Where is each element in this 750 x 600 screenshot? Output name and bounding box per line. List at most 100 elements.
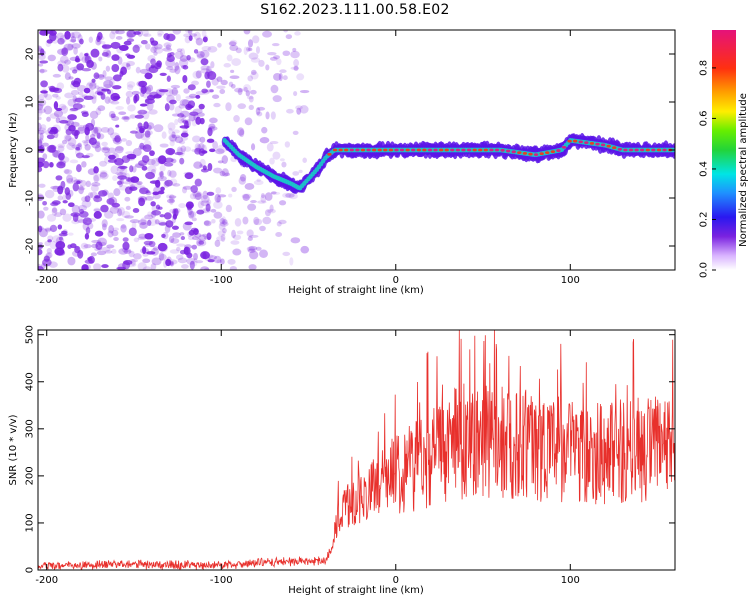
- spectrogram-noise-mark: [244, 183, 255, 190]
- spectrogram-noise-mark: [170, 84, 181, 89]
- spectrogram-noise-mark: [250, 69, 257, 76]
- spectrogram-noise-mark: [101, 146, 111, 154]
- spectrogram-noise-mark: [169, 99, 177, 105]
- spectrogram-noise-mark: [196, 144, 202, 154]
- spectrogram-noise-mark: [218, 223, 226, 231]
- spectrogram-noise-mark: [200, 49, 210, 59]
- spectrogram-noise-mark: [56, 161, 66, 169]
- spectrogram-noise-mark: [78, 187, 86, 191]
- spectrogram-noise-mark: [93, 126, 99, 134]
- spectrogram-noise-mark: [81, 104, 86, 108]
- spectrogram-noise-mark: [195, 37, 203, 46]
- spectrogram-noise-mark: [138, 160, 147, 167]
- spectrogram-noise-mark: [247, 47, 253, 52]
- spectrogram-noise-mark: [278, 219, 287, 225]
- spectrogram-noise-mark: [207, 71, 217, 80]
- spectrogram-noise-mark: [195, 94, 201, 99]
- spectrogram-noise-mark: [106, 198, 115, 205]
- spectrogram-noise-mark: [151, 210, 162, 216]
- spectrogram-noise-mark: [114, 157, 124, 166]
- spectrogram-noise-mark: [228, 193, 233, 198]
- spectrogram-noise-mark: [121, 155, 131, 164]
- spectrogram-noise-mark: [38, 161, 44, 168]
- colorbar-tick-label: 0.2: [699, 212, 710, 228]
- spectrogram-noise-mark: [180, 64, 187, 69]
- spectrogram-noise-mark: [178, 140, 186, 145]
- spectrogram-noise-mark: [288, 193, 298, 200]
- spectrogram-noise-mark: [145, 43, 151, 50]
- spectrogram-noise-mark: [101, 246, 111, 252]
- spectrogram-noise-mark: [185, 30, 192, 34]
- spectrogram-noise-mark: [151, 157, 160, 167]
- spectrogram-noise-mark: [70, 243, 77, 249]
- spectrogram-noise-mark: [296, 107, 302, 115]
- spectrogram-noise-mark: [116, 217, 125, 222]
- spectrogram-noise-mark: [138, 111, 143, 116]
- spectrogram-noise-mark: [230, 83, 236, 89]
- spectrogram-noise-mark: [94, 145, 102, 153]
- spectrogram-noise-mark: [179, 110, 190, 118]
- spectrogram-noise-mark: [262, 30, 272, 38]
- spectrogram-noise-mark: [49, 162, 54, 168]
- spectrogram-noise-mark: [241, 193, 252, 199]
- spectrogram-noise-mark: [51, 235, 62, 243]
- x-tick-label: 100: [561, 575, 580, 586]
- spectrogram-noise-mark: [61, 47, 69, 56]
- spectrogram-noise-mark: [67, 232, 74, 236]
- spectrogram-noise-mark: [43, 206, 49, 211]
- spectrogram-noise-mark: [183, 88, 190, 94]
- spectrogram-noise-mark: [203, 220, 210, 226]
- spectrogram-noise-mark: [69, 39, 77, 43]
- spectrogram-noise-mark: [193, 191, 202, 200]
- spectrogram-noise-mark: [171, 225, 179, 230]
- spectrogram-noise-mark: [60, 105, 69, 114]
- spectrogram-noise-mark: [57, 186, 66, 191]
- spectrogram-noise-mark: [146, 251, 156, 255]
- spectrogram-noise-mark: [212, 141, 219, 150]
- spectrogram-noise-mark: [52, 185, 60, 193]
- spectrogram-noise-mark: [101, 43, 107, 50]
- spectrogram-noise-mark: [144, 243, 151, 247]
- spectrogram-noise-mark: [284, 141, 291, 148]
- spectrogram-noise-mark: [150, 263, 157, 270]
- spectrogram-noise-mark: [178, 103, 186, 109]
- spectrogram-noise-mark: [111, 248, 117, 255]
- spectrogram-trace-core: [656, 148, 662, 152]
- spectrogram-noise-mark: [150, 247, 159, 256]
- spectrogram-noise-mark: [99, 160, 108, 167]
- spectrogram-noise-mark: [175, 93, 181, 102]
- spectrogram-noise-mark: [262, 216, 272, 225]
- spectrogram-noise-mark: [285, 34, 293, 40]
- spectrogram-trace-core: [522, 151, 528, 155]
- spectrogram-noise-mark: [148, 109, 158, 115]
- spectrogram-noise-mark: [51, 200, 61, 205]
- spectrogram-noise-mark: [191, 236, 199, 241]
- spectrogram-noise-mark: [46, 116, 51, 122]
- spectrogram-noise-mark: [237, 88, 243, 96]
- spectrogram-noise-mark: [39, 60, 49, 64]
- spectrogram-noise-mark: [214, 239, 221, 248]
- spectrogram-noise-mark: [184, 221, 194, 226]
- spectrogram-noise-mark: [192, 108, 203, 114]
- spectrogram-noise-mark: [302, 157, 307, 163]
- spectrogram-noise-mark: [192, 135, 201, 143]
- spectrogram-noise-mark: [125, 176, 131, 182]
- spectrogram-noise-mark: [197, 112, 205, 117]
- spectrogram-noise-mark: [64, 187, 71, 196]
- spectrogram-trace-core: [589, 141, 595, 145]
- spectrogram-noise-mark: [264, 192, 273, 201]
- spectrogram-noise-mark: [46, 134, 55, 140]
- spectrogram-noise-mark: [52, 124, 61, 133]
- spectrogram-noise-mark: [104, 155, 112, 164]
- spectrogram-noise-mark: [85, 82, 94, 89]
- spectrogram-noise-mark: [117, 56, 123, 65]
- spectrogram-noise-mark: [175, 254, 184, 260]
- spectrogram-trace-core: [478, 148, 483, 152]
- spectrogram-noise-mark: [103, 83, 113, 89]
- spectrogram-noise-mark: [269, 157, 275, 165]
- spectrogram-noise-mark: [206, 80, 211, 88]
- spectrogram-trace-core: [377, 148, 382, 152]
- spectrogram-noise-mark: [246, 46, 251, 52]
- spectrogram-noise-mark: [248, 264, 257, 270]
